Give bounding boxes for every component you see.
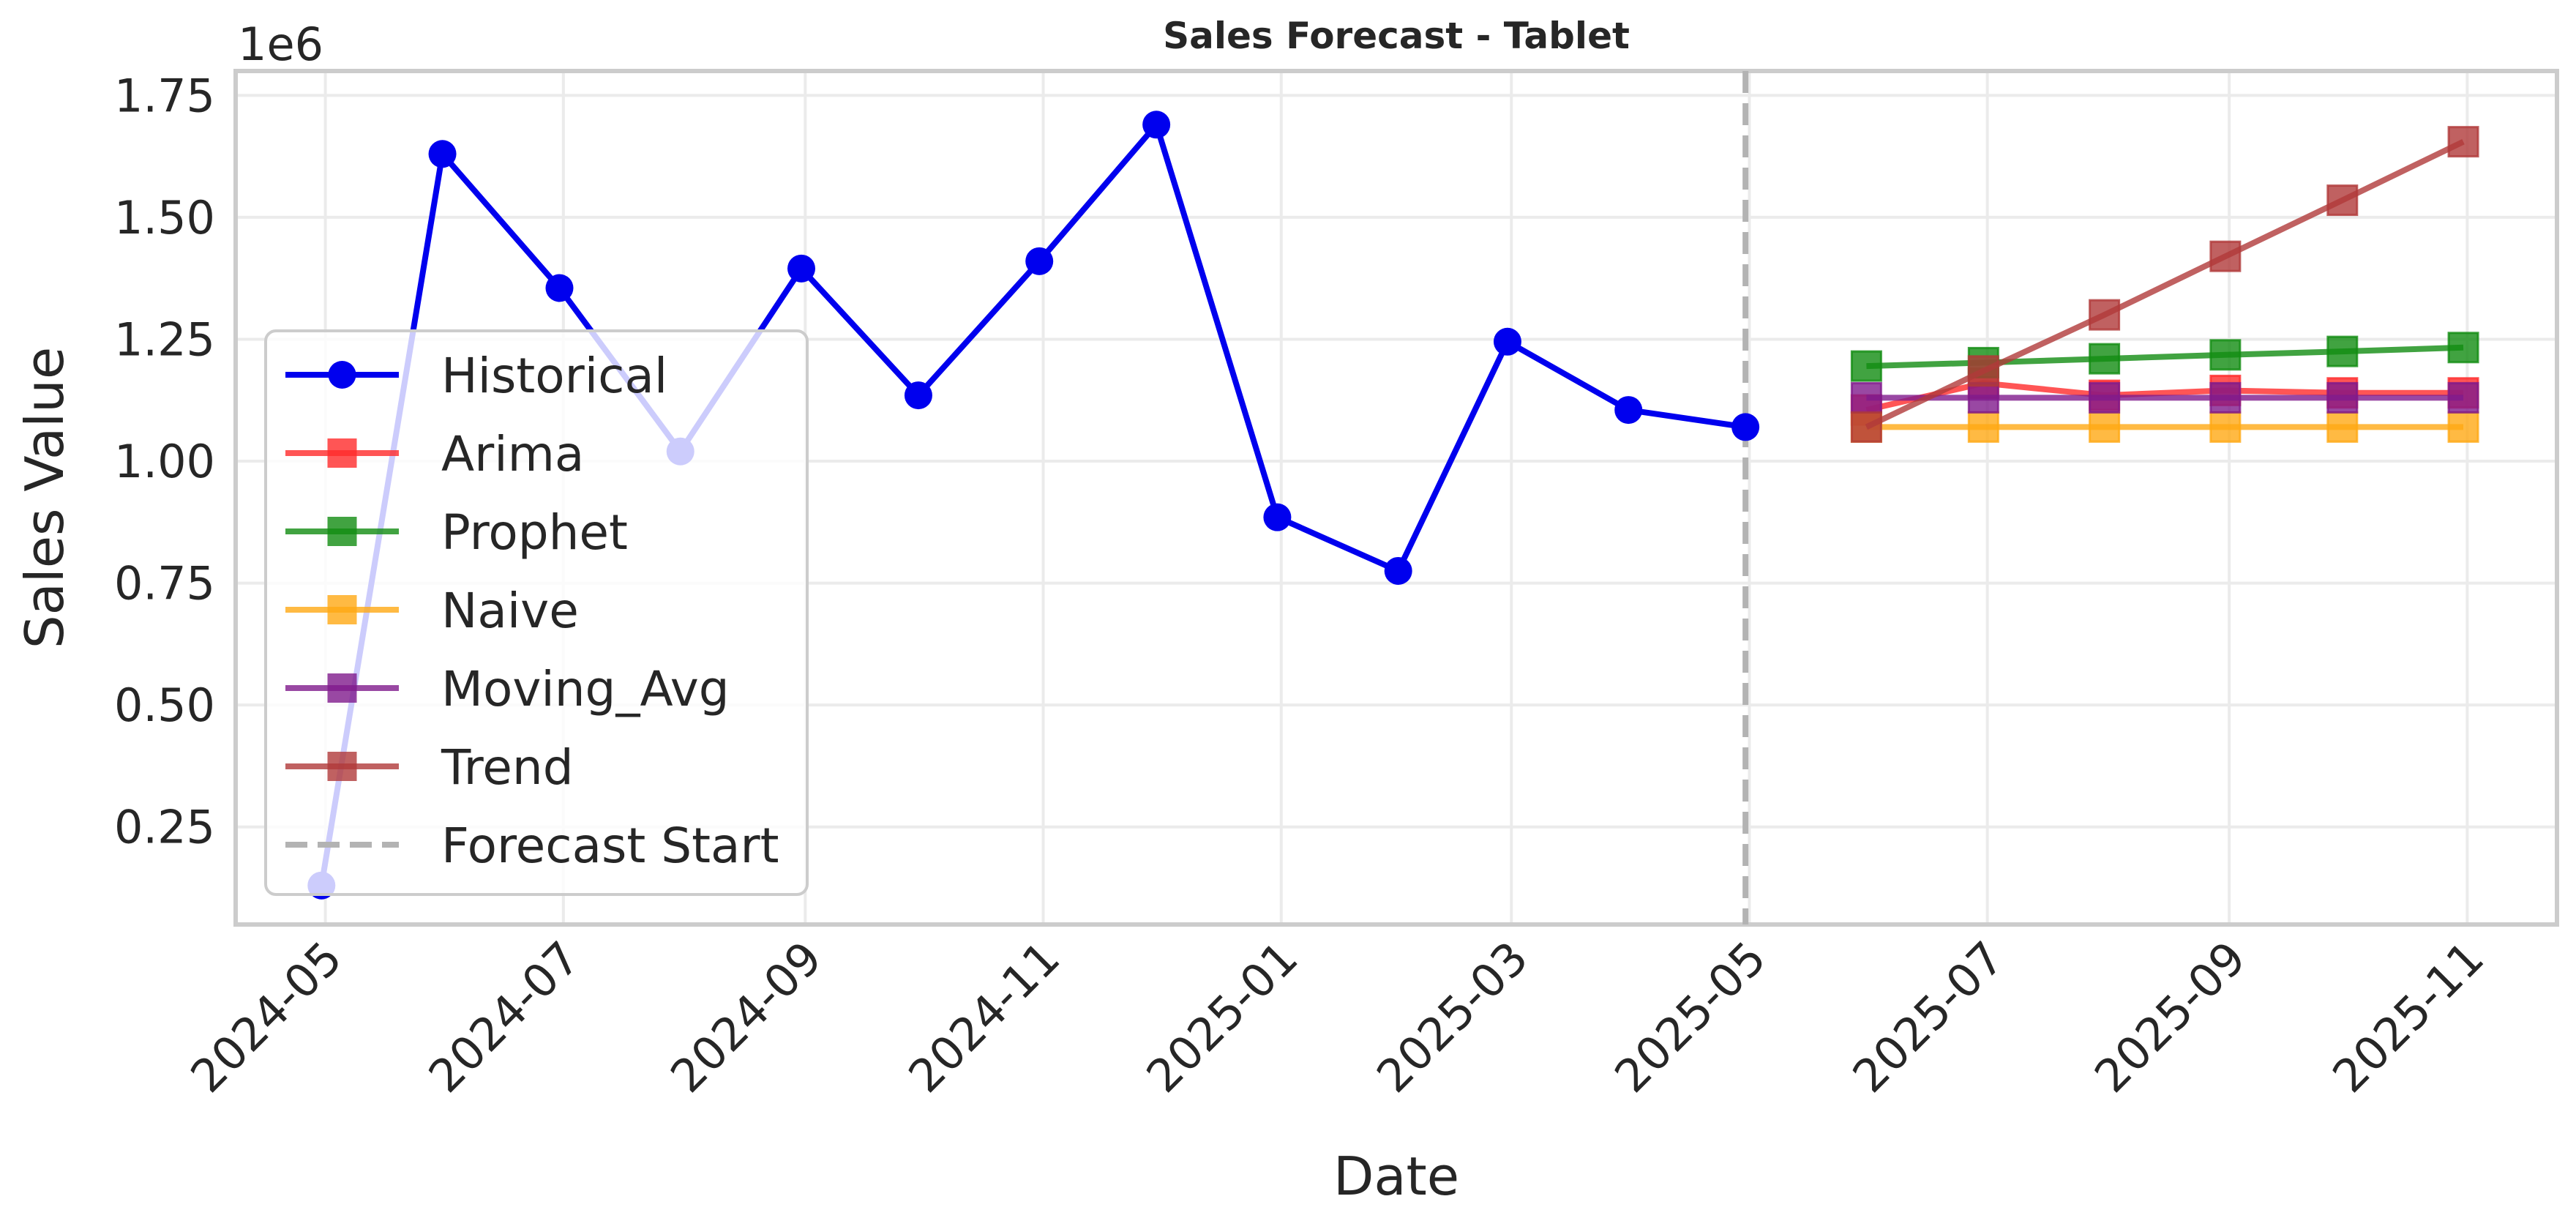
historical-point: [1263, 503, 1292, 531]
historical-point: [1731, 413, 1760, 441]
legend-swatch-marker: [327, 673, 357, 703]
y-tick-labels: 0.25 0.50 0.75 1.00 1.25 1.50 1.75: [114, 69, 215, 853]
moving-avg-point: [2089, 381, 2121, 414]
y-tick-label: 1.50: [114, 191, 215, 244]
naive-point: [2447, 411, 2479, 443]
legend-item-moving-avg: Moving_Avg: [285, 661, 730, 717]
trend-point: [2209, 240, 2242, 272]
legend-swatch-marker: [327, 517, 357, 546]
naive-point: [1967, 411, 1999, 443]
legend-swatch-marker: [327, 752, 357, 781]
moving-avg-point: [2447, 381, 2479, 414]
historical-point: [787, 254, 816, 283]
series-naive: [1850, 411, 2479, 443]
y-tick-label: 1.75: [114, 69, 215, 122]
trend-point: [1850, 411, 1882, 443]
moving-avg-point: [1850, 381, 1882, 414]
prophet-point: [2209, 339, 2242, 371]
legend-swatch-marker: [327, 438, 357, 468]
prophet-line: [1866, 344, 2464, 370]
y-tick-label: 0.50: [114, 679, 215, 732]
legend-item-historical: Historical: [285, 348, 667, 404]
y-tick-label: 1.00: [114, 435, 215, 488]
chart-title: Sales Forecast - Tablet: [1163, 15, 1630, 57]
historical-point: [1384, 556, 1412, 585]
legend-swatch-marker: [327, 595, 357, 624]
series-group: [307, 111, 2479, 900]
historical-point: [1142, 111, 1171, 139]
legend-label: Naive: [441, 583, 579, 639]
series-moving-avg: [1850, 381, 2479, 414]
legend-label: Moving_Avg: [441, 661, 730, 717]
legend-item-arima: Arima: [285, 426, 584, 482]
historical-point: [904, 381, 932, 410]
trend-point: [1967, 355, 1999, 387]
prophet-point: [2326, 335, 2359, 367]
trend-point: [2326, 184, 2359, 217]
naive-point: [2326, 411, 2359, 443]
legend-box: [264, 329, 809, 896]
prophet-point: [2089, 343, 2121, 375]
y-scale-label: 1e6: [238, 18, 323, 71]
legend-swatch-marker: [328, 361, 356, 389]
historical-point: [545, 274, 574, 302]
moving-avg-point: [2326, 381, 2359, 414]
prophet-point: [1850, 350, 1882, 382]
y-tick-label: 1.25: [114, 313, 215, 366]
historical-point: [428, 140, 457, 168]
legend-label: Prophet: [441, 504, 628, 561]
legend: Historical Arima Prophet Naive Moving_Avg Tre…: [264, 329, 809, 896]
grid: [236, 71, 2557, 924]
legend-label: Historical: [441, 348, 667, 404]
historical-point: [1614, 396, 1643, 425]
trend-point: [2447, 126, 2479, 158]
moving-avg-point: [2209, 381, 2242, 414]
legend-item-forecast-start: Forecast Start: [285, 818, 779, 874]
plot-frame: [233, 69, 2559, 927]
legend-item-prophet: Prophet: [285, 504, 628, 561]
historical-point: [1493, 327, 1521, 356]
legend-label: Arima: [441, 426, 584, 482]
historical-point: [1025, 247, 1054, 275]
legend-item-naive: Naive: [285, 583, 579, 639]
series-trend: [1850, 126, 2479, 443]
arima-line: [1865, 380, 2464, 413]
series-historical: [307, 111, 1760, 900]
legend-item-trend: Trend: [285, 739, 574, 796]
naive-point: [2089, 411, 2121, 443]
legend-label: Trend: [441, 739, 574, 796]
legend-label: Forecast Start: [441, 818, 779, 874]
trend-point: [2089, 299, 2121, 331]
x-axis-title: Date: [1333, 1146, 1459, 1207]
prophet-point: [2447, 332, 2479, 364]
y-axis-title: Sales Value: [14, 347, 75, 649]
trend-line: [1865, 139, 2465, 430]
naive-point: [2209, 411, 2242, 443]
y-tick-label: 0.25: [114, 801, 215, 854]
moving-avg-point: [1967, 381, 1999, 414]
y-tick-label: 0.75: [114, 557, 215, 610]
